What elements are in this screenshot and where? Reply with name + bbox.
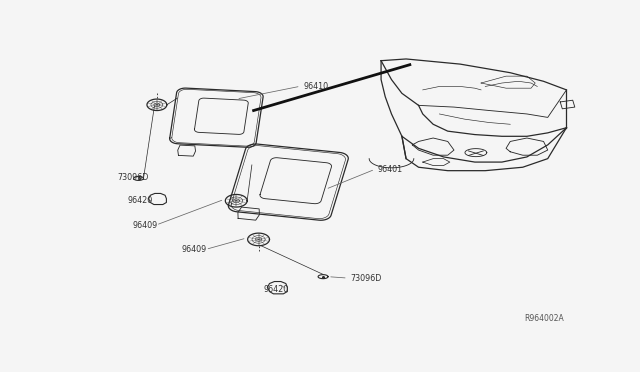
Text: 96409: 96409 [182,245,207,254]
Text: 96420: 96420 [127,196,152,205]
Text: 73096D: 73096D [117,173,148,182]
Text: 96410: 96410 [303,82,328,91]
Text: 73096D: 73096D [350,273,381,283]
Text: 96420: 96420 [264,285,289,294]
Text: R964002A: R964002A [524,314,564,323]
Text: 96409: 96409 [132,221,157,230]
Text: 96401: 96401 [378,165,403,174]
